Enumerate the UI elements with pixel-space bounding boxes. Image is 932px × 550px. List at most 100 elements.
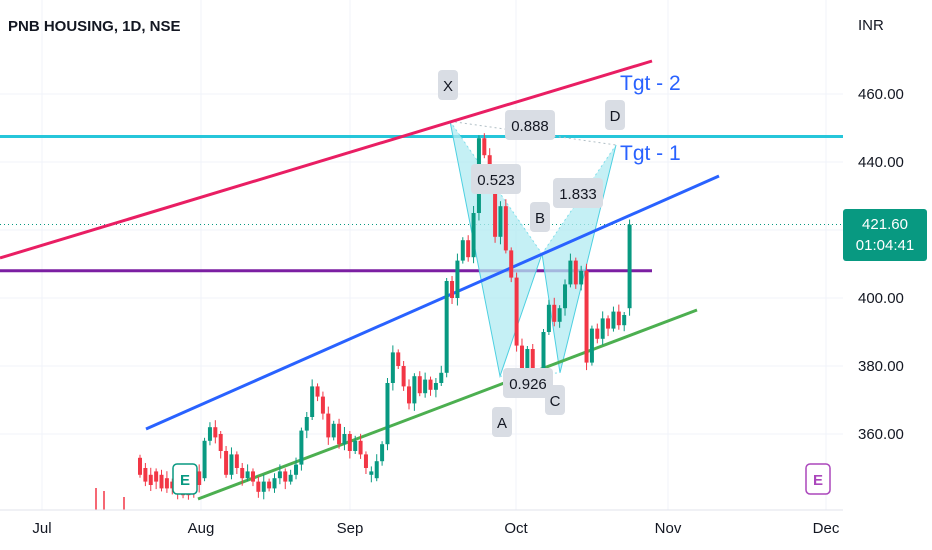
candle-body: [412, 376, 417, 404]
candle-body: [589, 328, 594, 363]
label-box: [438, 70, 458, 100]
earnings-event-marker-purple: E: [805, 463, 831, 495]
ratio-label: 0.926: [503, 368, 553, 398]
bar-countdown: 01:04:41: [855, 237, 915, 254]
ratio-box: [553, 178, 603, 208]
pattern-label-d: D: [605, 100, 625, 130]
red-trend-line: [0, 59, 653, 260]
candle-body: [444, 281, 449, 373]
candle-body: [380, 444, 385, 462]
candle-body: [154, 471, 159, 482]
candle-body: [493, 189, 498, 237]
x-tick-label: Sep: [337, 520, 364, 537]
candle-body: [401, 366, 406, 387]
pattern-labels: X A B C D 0.888 0.523 1.833 0.926 Tgt - 2 Tgt - 1 E…: [172, 70, 831, 495]
candle-body: [503, 206, 508, 251]
candle-body: [460, 240, 465, 261]
candle-body: [326, 413, 331, 438]
candle-body: [250, 471, 255, 482]
candle-body: [320, 396, 325, 414]
ratio-label: 0.888: [505, 110, 555, 140]
label-text: C: [550, 393, 561, 410]
ratio-text: 1.833: [559, 186, 597, 203]
candle-body: [423, 379, 428, 394]
label-text: B: [535, 210, 545, 227]
event-box: [805, 463, 831, 495]
candle-body: [299, 430, 304, 465]
candle-body: [337, 423, 342, 445]
currency-label: INR: [858, 17, 884, 34]
candle-body: [616, 311, 621, 326]
ratio-text: 0.926: [509, 376, 547, 393]
ratio-text: 0.888: [511, 118, 549, 135]
blue-trend-line: [145, 174, 720, 431]
candle-body: [224, 451, 229, 475]
candle-body: [304, 417, 309, 431]
candle-body: [396, 352, 401, 366]
candle-body: [353, 440, 358, 451]
candle-body: [622, 315, 627, 326]
candle-body: [455, 260, 460, 298]
candle-body: [563, 284, 568, 309]
candle-body: [272, 478, 277, 489]
candle-body: [557, 308, 562, 322]
candle-body: [240, 468, 245, 479]
candle-body: [310, 386, 315, 417]
grid: [0, 0, 843, 510]
candle-body: [374, 461, 379, 479]
y-tick-label: 360.00: [858, 426, 904, 443]
candle-body: [369, 471, 374, 475]
y-tick-label: 460.00: [858, 86, 904, 103]
label-text: X: [443, 78, 453, 95]
last-price-tag: 421.60 01:04:41: [843, 209, 927, 261]
candle-body: [277, 471, 282, 479]
label-text: A: [497, 415, 507, 432]
candle-body: [525, 349, 530, 370]
candle-body: [627, 224, 632, 309]
candle-body: [138, 457, 142, 475]
candle-body: [433, 383, 438, 390]
ratio-text: 0.523: [477, 172, 515, 189]
pattern-label-b: B: [530, 202, 550, 232]
ratio-box: [505, 110, 555, 140]
x-tick-label: Jul: [32, 520, 51, 537]
candle-body: [197, 471, 202, 485]
candle-body: [207, 427, 212, 441]
candle-body: [530, 349, 535, 377]
candle-body: [288, 474, 293, 482]
candle-body: [202, 440, 207, 479]
candle-body: [600, 318, 605, 339]
candle-body: [283, 471, 288, 482]
candle-body: [256, 481, 261, 492]
trend-lines: [0, 59, 720, 501]
ratio-box: [503, 368, 553, 398]
label-box: [492, 407, 512, 437]
candle-body: [261, 481, 266, 492]
candle-body: [407, 386, 411, 404]
candle-body: [218, 434, 223, 451]
x-tick-label: Dec: [813, 520, 840, 537]
candle-body: [390, 352, 395, 383]
chart-title: PNB HOUSING, 1D, NSE: [8, 18, 181, 35]
candle-body: [450, 281, 455, 298]
candle-body: [229, 454, 234, 475]
ratio-label: 0.523: [471, 164, 521, 194]
event-text: E: [180, 472, 190, 489]
candle-body: [466, 240, 471, 258]
ratio-label: 1.833: [553, 178, 603, 208]
candle-body: [471, 213, 476, 258]
candle-body: [519, 345, 524, 370]
candlestick-series: [95, 133, 632, 510]
event-box: [172, 463, 198, 495]
candle-body: [439, 372, 444, 383]
candle-body: [482, 138, 487, 156]
candle-body: [267, 481, 272, 489]
y-tick-label: 400.00: [858, 290, 904, 307]
y-tick-label: 380.00: [858, 358, 904, 375]
candle-body: [385, 383, 390, 445]
candle-body: [234, 454, 239, 468]
candle-body: [428, 379, 433, 390]
label-text: D: [610, 108, 621, 125]
candle-body: [347, 434, 352, 451]
